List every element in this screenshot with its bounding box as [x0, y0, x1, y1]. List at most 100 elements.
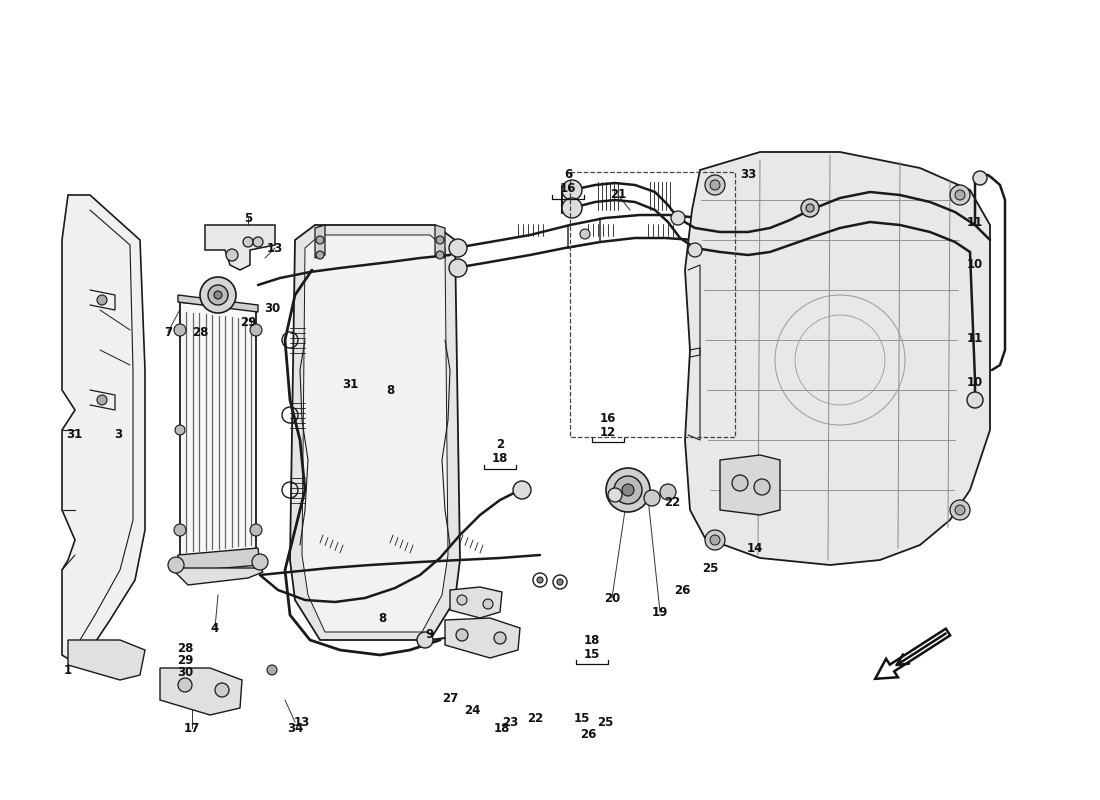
- Circle shape: [178, 678, 192, 692]
- Text: 10: 10: [967, 375, 983, 389]
- Circle shape: [316, 236, 324, 244]
- Text: 27: 27: [442, 691, 458, 705]
- Circle shape: [967, 392, 983, 408]
- Circle shape: [200, 277, 236, 313]
- Circle shape: [97, 395, 107, 405]
- Circle shape: [557, 579, 563, 585]
- Text: 25: 25: [702, 562, 718, 574]
- Text: 16: 16: [560, 182, 576, 195]
- Text: 28: 28: [191, 326, 208, 338]
- Text: 11: 11: [967, 215, 983, 229]
- Text: 18: 18: [494, 722, 510, 734]
- Circle shape: [252, 554, 268, 570]
- Circle shape: [562, 198, 582, 218]
- Circle shape: [606, 468, 650, 512]
- Polygon shape: [180, 302, 256, 562]
- Circle shape: [214, 291, 222, 299]
- Text: 2: 2: [496, 438, 504, 451]
- Circle shape: [806, 204, 814, 212]
- Circle shape: [950, 500, 970, 520]
- Circle shape: [449, 239, 468, 257]
- Text: 6: 6: [564, 169, 572, 182]
- Polygon shape: [315, 225, 324, 258]
- Text: 24: 24: [464, 703, 481, 717]
- Polygon shape: [62, 195, 145, 660]
- Circle shape: [253, 237, 263, 247]
- Text: 10: 10: [967, 258, 983, 271]
- Circle shape: [608, 488, 622, 502]
- Circle shape: [537, 577, 543, 583]
- Polygon shape: [450, 587, 502, 618]
- Circle shape: [483, 599, 493, 609]
- Text: 26: 26: [580, 729, 596, 742]
- Circle shape: [97, 295, 107, 305]
- Circle shape: [174, 524, 186, 536]
- Text: 25: 25: [597, 715, 613, 729]
- Circle shape: [316, 251, 324, 259]
- Circle shape: [250, 324, 262, 336]
- Text: 22: 22: [527, 711, 543, 725]
- Text: 33: 33: [740, 169, 756, 182]
- Text: 22: 22: [664, 495, 680, 509]
- Circle shape: [175, 425, 185, 435]
- Text: 5: 5: [244, 211, 252, 225]
- Circle shape: [614, 476, 642, 504]
- Circle shape: [436, 251, 444, 259]
- Circle shape: [974, 171, 987, 185]
- Polygon shape: [68, 640, 145, 680]
- Text: 23: 23: [502, 715, 518, 729]
- Text: 11: 11: [967, 331, 983, 345]
- Polygon shape: [205, 225, 275, 270]
- Text: 29: 29: [240, 315, 256, 329]
- Circle shape: [705, 175, 725, 195]
- Text: 15: 15: [584, 647, 601, 661]
- Circle shape: [243, 237, 253, 247]
- Circle shape: [732, 475, 748, 491]
- Circle shape: [226, 249, 238, 261]
- Text: 28: 28: [177, 642, 194, 654]
- Polygon shape: [178, 548, 260, 572]
- Circle shape: [955, 505, 965, 515]
- Text: 18: 18: [584, 634, 601, 646]
- Circle shape: [705, 530, 725, 550]
- Polygon shape: [173, 568, 263, 585]
- Text: 4: 4: [211, 622, 219, 634]
- Circle shape: [494, 632, 506, 644]
- Text: 7: 7: [164, 326, 172, 338]
- Circle shape: [671, 211, 685, 225]
- Text: 31: 31: [66, 429, 82, 442]
- Polygon shape: [160, 668, 242, 715]
- Circle shape: [174, 324, 186, 336]
- Text: 8: 8: [386, 383, 394, 397]
- Text: 17: 17: [184, 722, 200, 734]
- Circle shape: [754, 479, 770, 495]
- Text: 29: 29: [177, 654, 194, 666]
- Text: 13: 13: [294, 715, 310, 729]
- Circle shape: [621, 484, 634, 496]
- Circle shape: [214, 683, 229, 697]
- Circle shape: [955, 190, 965, 200]
- Circle shape: [644, 490, 660, 506]
- Bar: [570, 172, 735, 437]
- Circle shape: [580, 229, 590, 239]
- Text: 12: 12: [600, 426, 616, 438]
- Polygon shape: [685, 152, 990, 565]
- Text: 19: 19: [652, 606, 668, 618]
- Text: 31: 31: [342, 378, 359, 391]
- Polygon shape: [446, 618, 520, 658]
- Circle shape: [208, 285, 228, 305]
- Text: 16: 16: [600, 411, 616, 425]
- Text: 21: 21: [609, 189, 626, 202]
- Circle shape: [513, 481, 531, 499]
- Circle shape: [950, 185, 970, 205]
- Polygon shape: [290, 225, 460, 640]
- Circle shape: [267, 665, 277, 675]
- Text: 14: 14: [747, 542, 763, 554]
- Polygon shape: [178, 295, 258, 312]
- Circle shape: [456, 629, 468, 641]
- Text: 15: 15: [574, 711, 591, 725]
- Text: 18: 18: [492, 453, 508, 466]
- Text: 8: 8: [378, 611, 386, 625]
- Circle shape: [456, 595, 468, 605]
- Circle shape: [801, 199, 820, 217]
